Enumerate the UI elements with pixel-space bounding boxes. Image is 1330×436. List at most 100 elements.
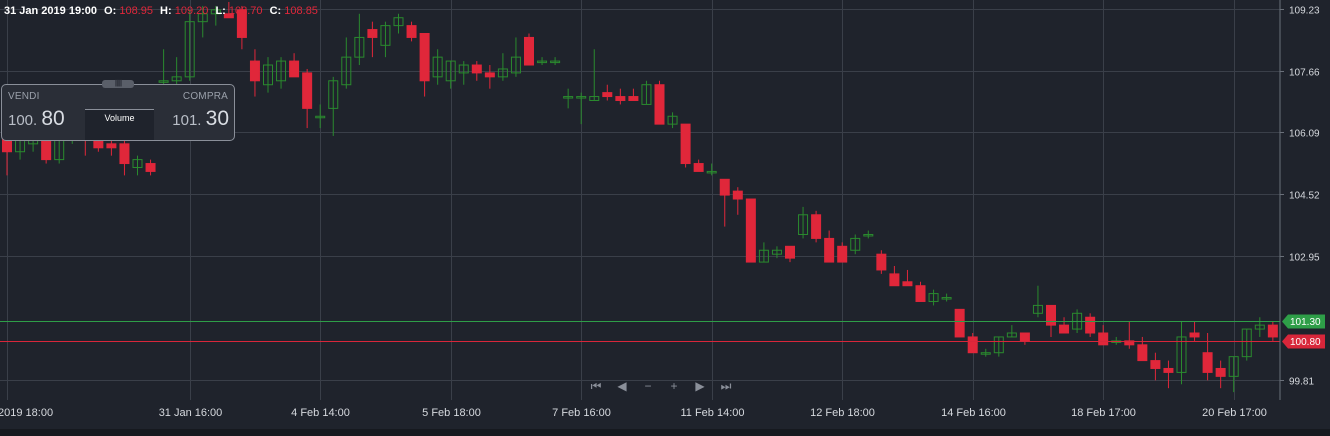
candle-body — [837, 245, 848, 263]
candle — [223, 1, 234, 19]
candle — [889, 266, 900, 287]
candle — [1228, 356, 1239, 393]
candle — [563, 88, 574, 109]
candle-body — [1098, 332, 1109, 346]
x-tick-label: 4 Feb 14:00 — [291, 407, 350, 419]
close-value: 108.85 — [284, 5, 318, 17]
x-tick-label: 14 Feb 16:00 — [941, 407, 1006, 419]
candle — [654, 80, 665, 125]
candle-body — [811, 214, 822, 239]
candle-body — [106, 143, 117, 149]
buy-button[interactable]: 101. 30 — [172, 107, 229, 131]
candle-body — [393, 17, 404, 27]
x-tick-label: 11 Feb 14:00 — [680, 407, 744, 419]
candle — [615, 88, 626, 105]
ohlc-date: 31 Jan 2019 19:00 — [4, 5, 97, 17]
candle — [510, 37, 521, 77]
candle — [758, 242, 769, 263]
candle-body — [223, 13, 234, 19]
candle — [406, 21, 417, 42]
ohlc-readout: 31 Jan 2019 19:00 O: 108.95 H: 109.20 L:… — [4, 5, 318, 17]
candle — [602, 84, 613, 101]
candle-body — [158, 80, 169, 83]
candle-body — [563, 96, 574, 99]
candle-body — [1137, 344, 1148, 362]
candle — [628, 88, 639, 101]
buy-price-int: 101. — [172, 112, 202, 129]
open-value: 108.95 — [119, 5, 153, 17]
zoom-out-icon[interactable]: − — [644, 379, 652, 393]
low-value: 108.70 — [228, 5, 263, 17]
go-last-icon[interactable]: ⏭ — [720, 379, 732, 393]
candle — [719, 178, 730, 227]
candle — [497, 53, 508, 81]
candle — [1032, 285, 1043, 318]
sell-price-label: 100.80 — [1290, 337, 1321, 348]
candle-body — [341, 56, 352, 86]
candle — [341, 37, 352, 89]
candle-body — [315, 115, 326, 119]
candle — [524, 33, 534, 66]
zoom-in-icon[interactable]: + — [670, 379, 678, 393]
candle-body — [119, 143, 130, 165]
candle-body — [667, 115, 678, 125]
volume-label[interactable]: Volume — [85, 109, 154, 140]
candle-body — [902, 281, 913, 287]
candle-body — [954, 308, 965, 338]
candle — [119, 139, 130, 176]
go-back-icon[interactable]: ◀ — [617, 379, 627, 393]
candle — [302, 68, 313, 129]
candle — [811, 210, 822, 243]
candle — [706, 163, 717, 176]
price-lines: 101.30 100.80 — [0, 314, 1325, 349]
candle-body — [419, 32, 430, 82]
candle-body — [654, 84, 665, 125]
candle — [236, 5, 247, 50]
candle-body — [145, 163, 156, 172]
candle-body — [236, 9, 247, 38]
candle-body — [1085, 316, 1096, 334]
sell-button[interactable]: 100. 80 — [8, 107, 65, 131]
candle-body — [771, 249, 782, 255]
go-first-icon[interactable]: ⏮ — [590, 379, 602, 393]
y-tick-label: 99.81 — [1289, 377, 1314, 388]
candle — [471, 61, 482, 81]
candle-body — [276, 60, 287, 82]
candle — [1006, 325, 1017, 338]
go-forward-icon[interactable]: ▶ — [695, 379, 705, 393]
candle-body — [445, 60, 456, 82]
candle-body — [785, 245, 795, 259]
candle-body — [576, 96, 587, 99]
candle-body — [1254, 324, 1265, 330]
candle — [484, 65, 495, 89]
candle-body — [732, 190, 743, 200]
candle-body — [249, 60, 260, 82]
candle-body — [367, 29, 378, 38]
candle-body — [706, 170, 717, 174]
candle — [693, 159, 704, 172]
candle — [132, 155, 143, 176]
candle — [1215, 360, 1226, 389]
candle-body — [302, 72, 313, 109]
candle — [993, 336, 1004, 357]
candle-body — [524, 36, 534, 66]
open-label: O: — [104, 5, 117, 17]
drag-handle-icon[interactable]: |||||||| — [102, 80, 134, 88]
x-tick-label: 12 Feb 18:00 — [810, 407, 875, 419]
trade-panel[interactable]: |||||||| VENDI 100. 80 COMPRA 101. 30 Vo… — [1, 80, 235, 141]
candle — [941, 293, 952, 302]
candle-body — [993, 336, 1004, 354]
candle — [837, 242, 848, 263]
candle-body — [184, 21, 195, 78]
candle-body — [484, 72, 495, 78]
candle-body — [132, 159, 143, 168]
buy-label: COMPRA — [182, 91, 228, 102]
candle-body — [680, 123, 691, 165]
candle — [1019, 332, 1030, 345]
candle-body — [798, 214, 809, 235]
candle — [771, 246, 782, 259]
candle-body — [354, 36, 365, 58]
candle — [680, 123, 691, 168]
candle-body — [263, 64, 273, 86]
